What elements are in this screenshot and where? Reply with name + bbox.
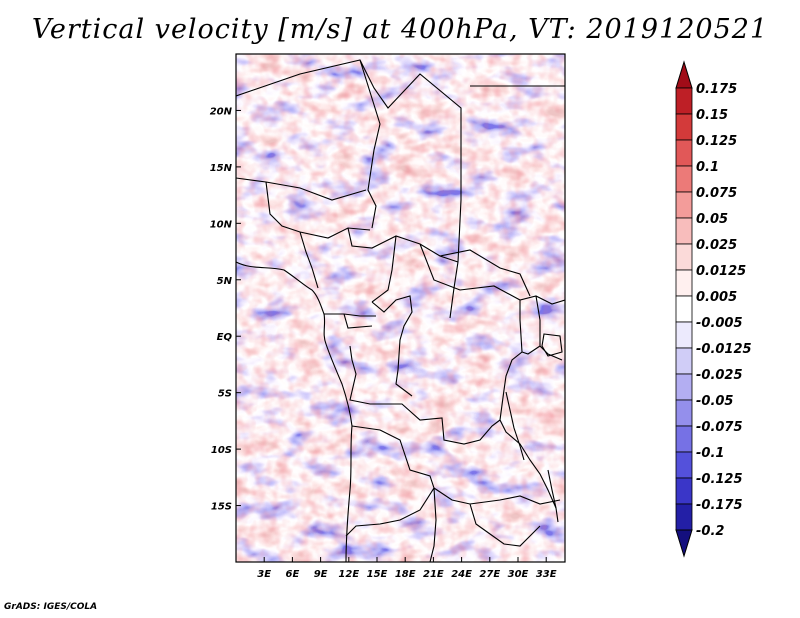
colorbar-label: 0.175 xyxy=(696,82,737,97)
grads-credit: GrADS: IGES/COLA xyxy=(4,602,98,612)
colorbar-swatch xyxy=(675,139,693,167)
x-axis: 3E 6E 9E 12E 15E 18E 21E 24E 27E 30E 33E xyxy=(257,557,557,580)
colorbar-top-arrow xyxy=(675,60,693,89)
colorbar-swatch xyxy=(675,477,693,505)
colorbar-label: -0.075 xyxy=(696,420,743,435)
colorbar-swatch xyxy=(675,269,693,297)
y-tick-label: EQ xyxy=(217,332,233,343)
colorbar-label: 0.075 xyxy=(696,186,737,201)
map-frame xyxy=(235,53,566,563)
colorbar-swatch xyxy=(675,321,693,349)
colorbar-label: -0.2 xyxy=(696,524,724,539)
colorbar-label: -0.0125 xyxy=(696,342,752,357)
x-tick-label: 3E xyxy=(257,569,271,580)
colorbar-label: 0.125 xyxy=(696,134,737,149)
chart-title: Vertical velocity [m/s] at 400hPa, VT: 2… xyxy=(31,14,769,45)
colorbar-label: -0.005 xyxy=(696,316,743,331)
coastline xyxy=(236,261,353,562)
colorbar-swatch xyxy=(675,425,693,453)
x-tick-label: 6E xyxy=(286,569,300,580)
colorbar-label: 0.0125 xyxy=(696,264,746,279)
x-tick-label: 18E xyxy=(395,569,416,580)
y-axis: 20N 15N 10N 5N EQ 5S 10S 15S xyxy=(210,106,241,513)
y-tick-label: 15S xyxy=(211,502,232,513)
colorbar-label: 0.05 xyxy=(696,212,728,227)
x-tick-label: 9E xyxy=(314,569,328,580)
colorbar-label: -0.1 xyxy=(696,446,724,461)
x-tick-label: 33E xyxy=(536,569,557,580)
lake-victoria xyxy=(541,333,563,357)
y-tick-label: 10N xyxy=(210,219,233,230)
colorbar-swatch xyxy=(675,451,693,479)
colorbar-label: -0.05 xyxy=(696,394,733,409)
colorbar-label: -0.125 xyxy=(696,472,743,487)
x-tick-label: 27E xyxy=(479,569,500,580)
y-tick-label: 10S xyxy=(211,445,232,456)
map-panel xyxy=(235,53,566,563)
x-tick-label: 12E xyxy=(338,569,359,580)
colorbar-label: 0.1 xyxy=(696,160,719,175)
velocity-field-fine xyxy=(236,54,565,562)
colorbar-label: 0.005 xyxy=(696,290,737,305)
colorbar-label: 0.025 xyxy=(696,238,737,253)
colorbar-swatch xyxy=(675,399,693,427)
x-tick-label: 21E xyxy=(423,569,444,580)
colorbar-swatch xyxy=(675,295,693,323)
colorbar-swatch xyxy=(675,347,693,375)
colorbar-label: 0.15 xyxy=(696,108,728,123)
colorbar-label: -0.025 xyxy=(696,368,743,383)
x-tick-label: 24E xyxy=(451,569,472,580)
colorbar-swatch xyxy=(675,165,693,193)
x-tick-label: 15E xyxy=(367,569,388,580)
y-tick-label: 5N xyxy=(217,276,233,287)
colorbar-label: -0.175 xyxy=(696,498,743,513)
x-tick-label: 30E xyxy=(508,569,529,580)
colorbar-swatch xyxy=(675,217,693,245)
lake-malawi xyxy=(547,469,559,523)
y-tick-label: 20N xyxy=(210,106,233,117)
colorbar-swatch xyxy=(675,373,693,401)
colorbar-swatch xyxy=(675,113,693,141)
colorbar-bottom-arrow xyxy=(675,529,693,558)
country-borders xyxy=(236,59,565,562)
colorbar-swatch xyxy=(675,503,693,531)
lake-tanganyika xyxy=(505,391,525,461)
y-tick-label: 5S xyxy=(218,389,232,400)
colorbar-swatch xyxy=(675,191,693,219)
colorbar-swatch xyxy=(675,87,693,115)
colorbar: 0.175 0.15 0.125 0.1 0.075 0.05 0.025 0.0125 0.0… xyxy=(675,60,752,558)
y-tick-label: 15N xyxy=(210,163,233,174)
colorbar-swatch xyxy=(675,243,693,271)
